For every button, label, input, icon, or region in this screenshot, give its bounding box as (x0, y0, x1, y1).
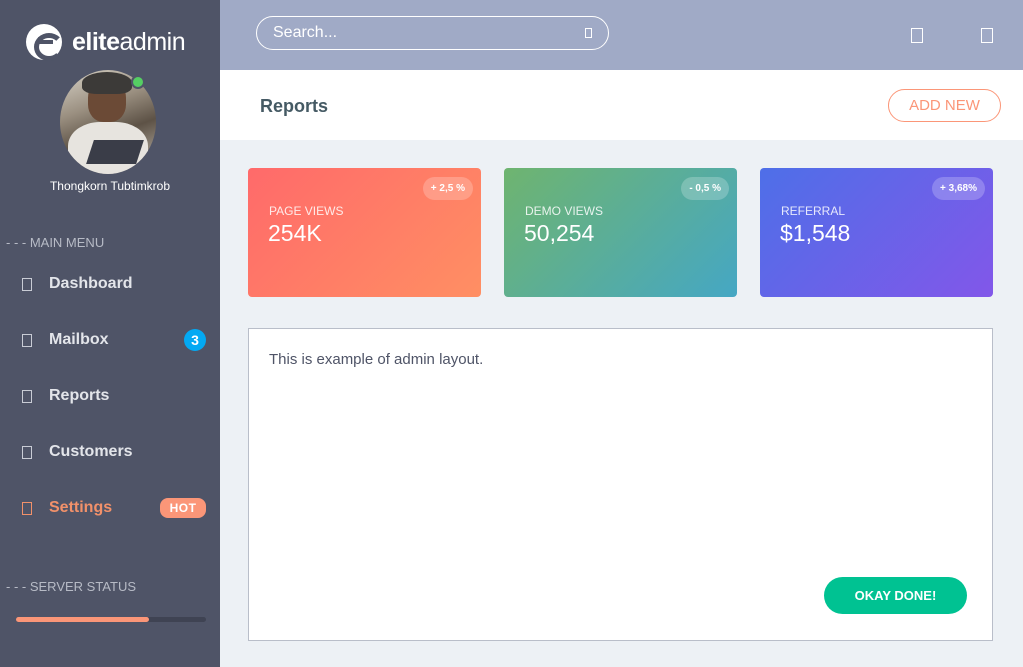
sidebar-item-label: Settings (49, 499, 113, 516)
stat-card-page-views: + 2,5 % PAGE VIEWS 254K (248, 168, 481, 297)
stat-value: 50,254 (524, 220, 595, 246)
sidebar-item-mailbox[interactable]: Mailbox 3 (0, 320, 220, 360)
hot-badge: HOT (160, 498, 206, 518)
mailbox-count-badge: 3 (184, 329, 206, 351)
settings-icon (22, 501, 32, 515)
change-badge: - 0,5 % (681, 177, 729, 200)
sidebar-item-reports[interactable]: Reports (0, 376, 220, 416)
sidebar-item-label: Reports (49, 387, 110, 404)
change-badge: + 3,68% (932, 177, 985, 200)
page-header: Reports ADD NEW (220, 70, 1023, 140)
topbar (220, 0, 1023, 70)
stat-card-referral: + 3,68% REFERRAL $1,548 (760, 168, 993, 297)
logo-icon (26, 24, 64, 61)
stat-label: DEMO VIEWS (525, 204, 604, 218)
server-status-fill (16, 617, 149, 622)
panel-text: This is example of admin layout. (269, 351, 484, 368)
user-name[interactable]: Thongkorn Tubtimkrob (49, 179, 171, 193)
server-status-label: - - - SERVER STATUS (6, 579, 137, 594)
user-menu-icon[interactable] (981, 28, 993, 43)
main-menu-label: - - - MAIN MENU (6, 235, 105, 250)
sidebar-item-customers[interactable]: Customers (0, 432, 220, 472)
sidebar-item-label: Customers (49, 443, 133, 460)
search-icon[interactable] (585, 28, 592, 38)
dashboard-icon (22, 277, 32, 291)
reports-icon (22, 389, 32, 403)
mailbox-icon (22, 333, 32, 347)
change-badge: + 2,5 % (422, 177, 473, 200)
stat-card-demo-views: - 0,5 % DEMO VIEWS 50,254 (504, 168, 737, 297)
stat-label: REFERRAL (781, 204, 846, 218)
search-box[interactable] (256, 16, 609, 50)
sidebar: eliteadmin Thongkorn Tubtimkrob - - - MA… (0, 0, 220, 667)
sidebar-item-dashboard[interactable]: Dashboard (0, 264, 220, 304)
search-input[interactable] (273, 24, 585, 42)
sidebar-item-settings[interactable]: Settings HOT (0, 488, 220, 528)
brand-name: eliteadmin (72, 27, 186, 56)
stat-label: PAGE VIEWS (269, 204, 344, 218)
sidebar-item-label: Dashboard (49, 275, 133, 292)
brand-logo[interactable]: eliteadmin (26, 24, 186, 61)
server-status-bar (16, 617, 206, 622)
page-title: Reports (260, 96, 329, 116)
notification-icon[interactable] (911, 28, 923, 43)
user-avatar-wrap[interactable] (60, 70, 156, 174)
add-new-button[interactable]: ADD NEW (888, 89, 1001, 122)
okay-done-button[interactable]: OKAY DONE! (824, 577, 967, 614)
stat-value: $1,548 (780, 220, 851, 246)
content-panel: This is example of admin layout. OKAY DO… (248, 328, 993, 641)
online-status-dot (131, 75, 145, 89)
customers-icon (22, 445, 32, 459)
stat-value: 254K (268, 220, 322, 246)
sidebar-item-label: Mailbox (49, 331, 109, 348)
